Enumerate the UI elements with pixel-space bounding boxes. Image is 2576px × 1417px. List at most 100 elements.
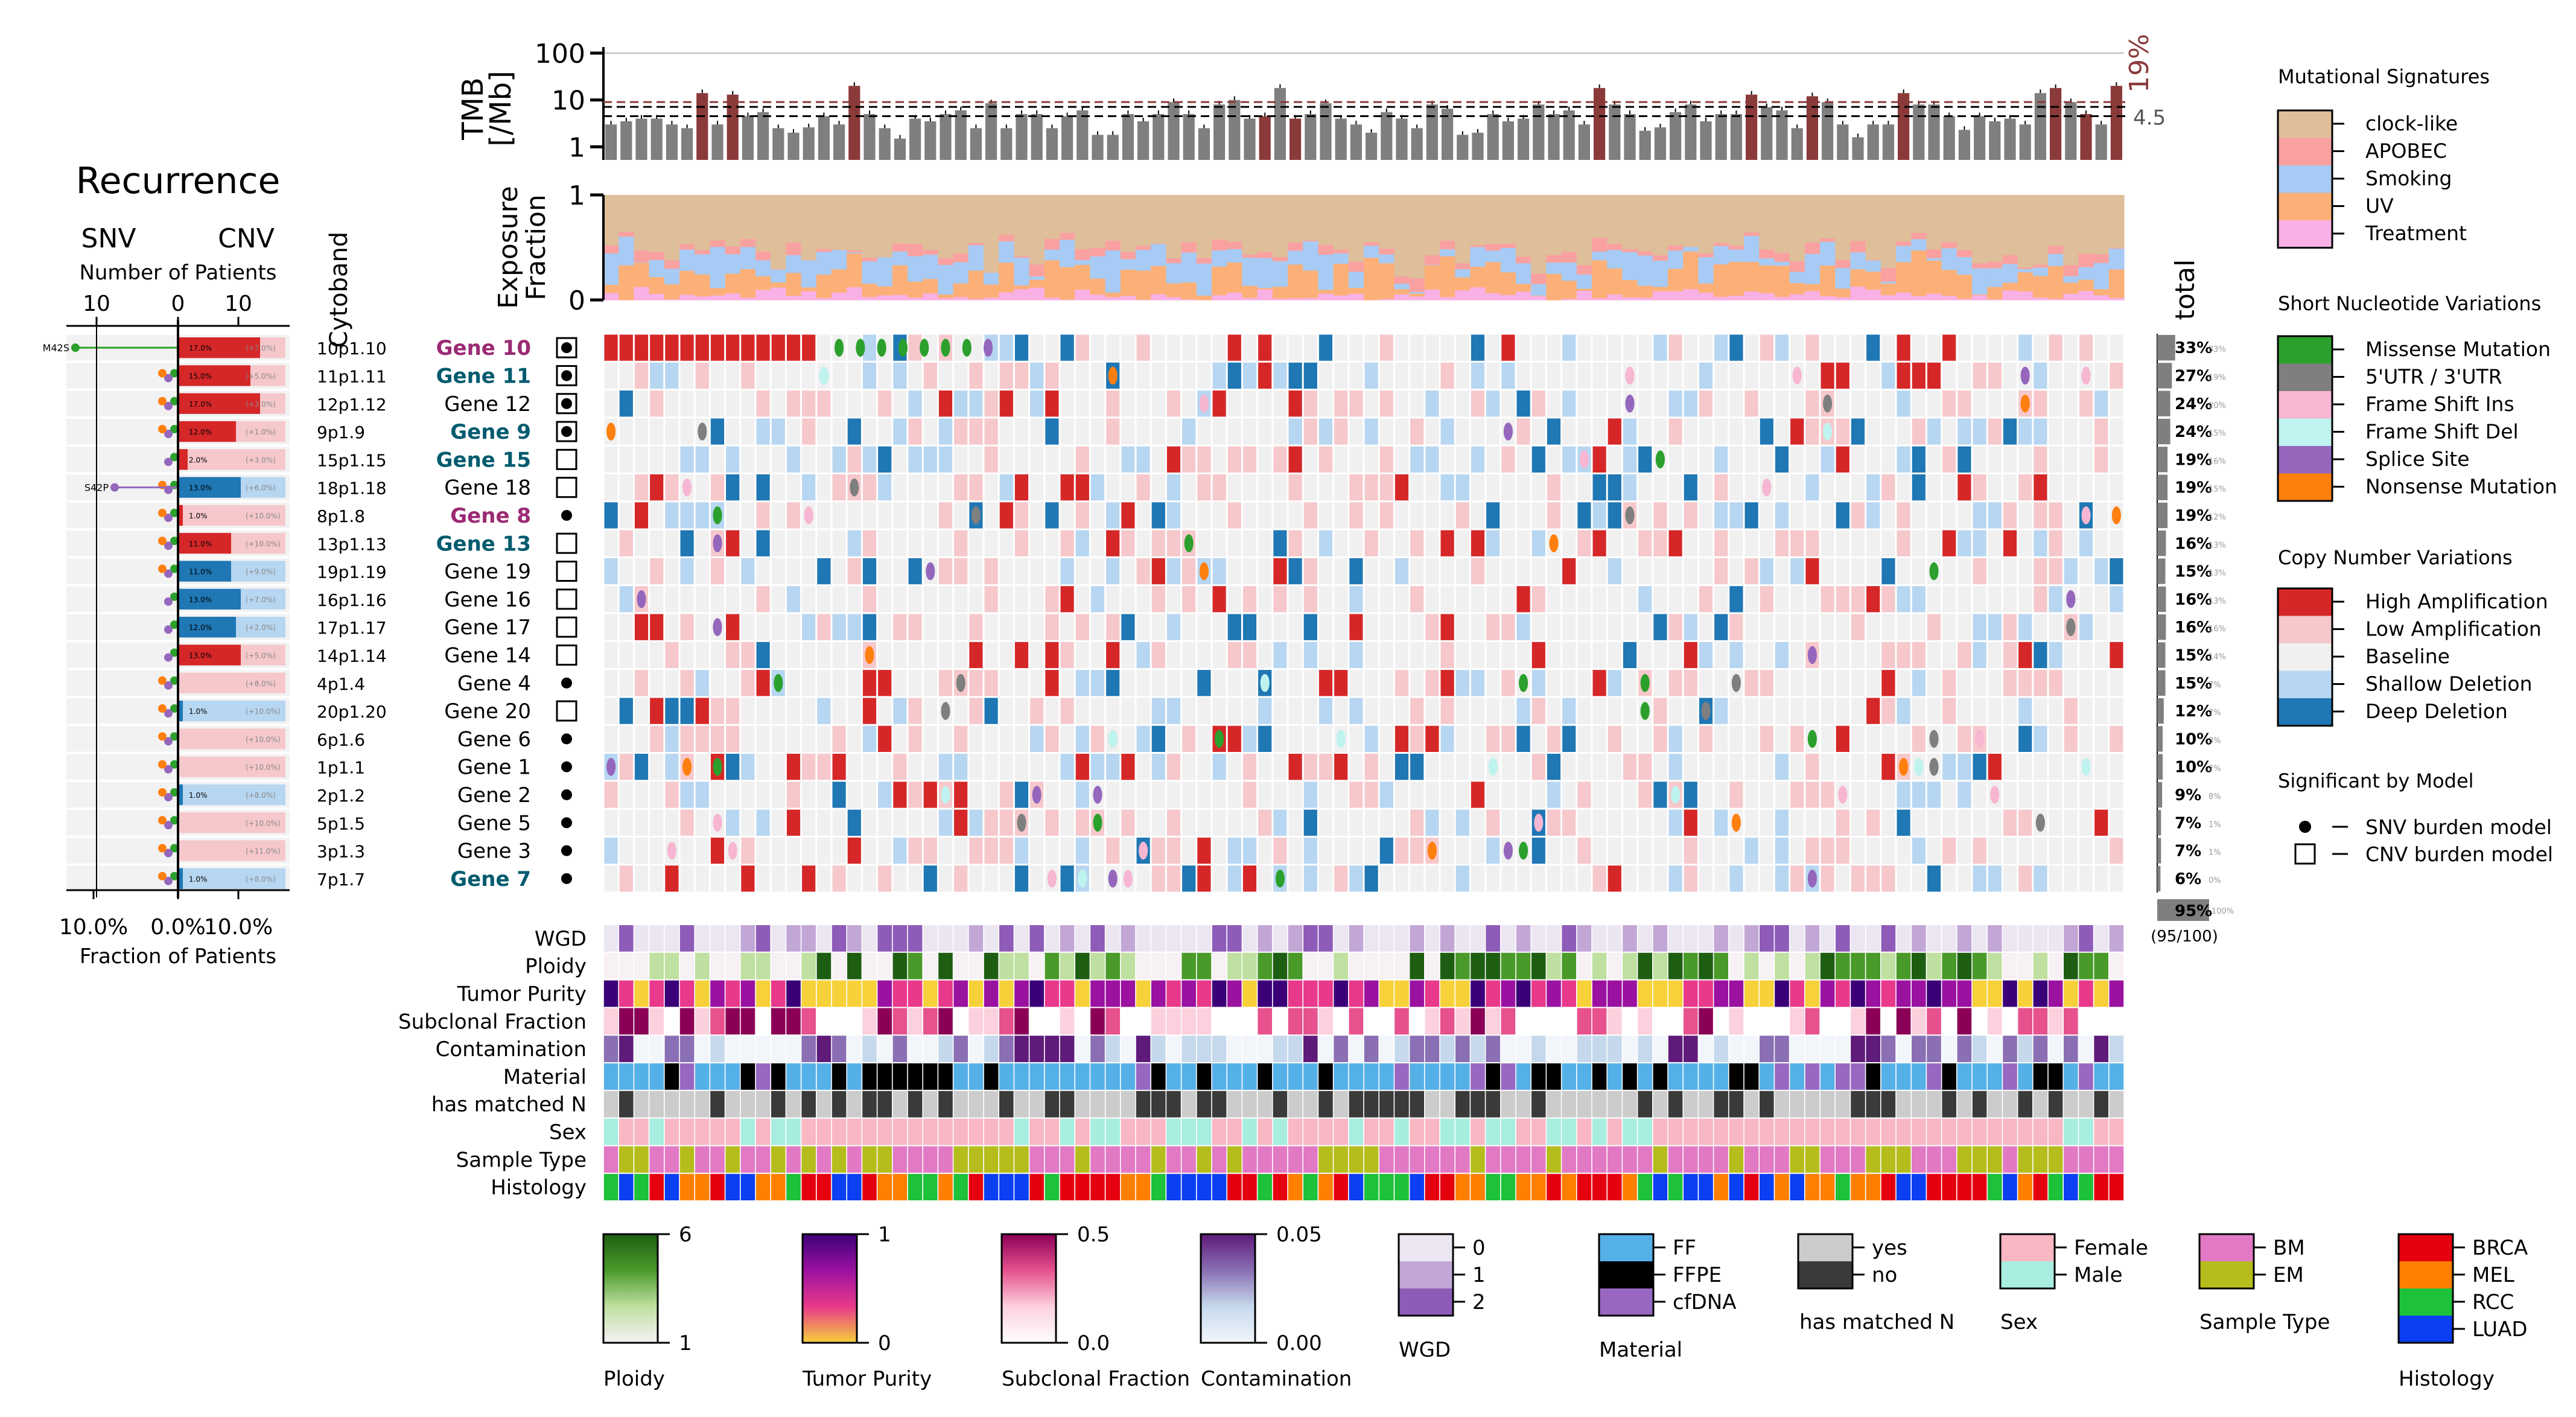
cnv-cell	[1988, 586, 2002, 613]
cnv-cell	[1334, 586, 1348, 613]
cnv-cell	[1897, 362, 1910, 389]
tmb-median-label: 4.5	[2133, 106, 2166, 130]
cnv-cell	[893, 754, 907, 780]
cnv-cell	[1227, 754, 1241, 780]
track-cell	[1136, 925, 1151, 952]
legend-frame	[2397, 1233, 2454, 1344]
cnv-cell	[1303, 642, 1317, 669]
track-cell	[1638, 1146, 1652, 1173]
cnv-cell	[1395, 865, 1409, 892]
track-cell	[679, 1146, 695, 1173]
track-cell	[1714, 925, 1728, 952]
cnv-cell	[1486, 530, 1500, 556]
track-cell	[649, 1008, 664, 1035]
track-cell	[1136, 1008, 1151, 1035]
cnv-cell	[1973, 558, 1986, 585]
cnv-cell	[1729, 474, 1743, 501]
track-cell	[1501, 1036, 1516, 1062]
cnv-cell	[619, 334, 633, 361]
track-cell	[725, 1118, 740, 1145]
exposure-segment	[1105, 250, 1121, 293]
cnv-cell	[2079, 865, 2093, 892]
track-cell	[1486, 1036, 1500, 1062]
cnv-cell	[756, 865, 770, 892]
cnv-cell	[1136, 614, 1150, 640]
track-cell	[1866, 1036, 1880, 1062]
cnv-cell	[1501, 502, 1515, 529]
track-cell	[1090, 952, 1105, 979]
snv-marker	[920, 339, 929, 357]
track-cell	[1075, 980, 1090, 1007]
track-cell	[1531, 1091, 1546, 1118]
cnv-cell	[1866, 614, 1880, 640]
cnv-cell	[1045, 754, 1059, 780]
track-cell	[1714, 980, 1728, 1007]
track-cell	[1562, 1063, 1576, 1090]
cytoband-label: 6p1.6	[317, 730, 365, 750]
cnv-cell	[695, 390, 709, 417]
cnv-cell	[923, 446, 937, 473]
cnv-cell	[1790, 502, 1804, 529]
snv-marker	[835, 339, 844, 357]
cnv-cell	[1668, 837, 1682, 864]
gene-label: Gene 4	[457, 672, 531, 696]
cnv-cell	[1455, 837, 1469, 864]
track-cell	[1957, 1174, 1972, 1200]
cnv-cell	[1136, 502, 1150, 529]
cnv-cell	[817, 809, 831, 836]
cnv-cell	[1136, 698, 1150, 724]
cnv-cell	[1592, 782, 1606, 808]
cnv-cell	[1623, 474, 1637, 501]
track-cell	[1805, 952, 1820, 979]
cnv-cell	[650, 362, 664, 389]
exposure-segment	[832, 269, 847, 293]
cnv-cell	[1714, 614, 1728, 640]
track-cell	[755, 1063, 771, 1090]
track-cell	[1121, 1091, 1136, 1118]
track-cell	[2109, 1091, 2124, 1118]
tmb-bar	[1366, 132, 1378, 160]
track-cell	[1623, 1063, 1637, 1090]
cnv-cell	[680, 865, 694, 892]
cnv-cell	[2064, 390, 2078, 417]
cnv-cell	[1212, 418, 1226, 445]
cnv-cell	[756, 474, 770, 501]
exposure-segment	[2017, 195, 2034, 268]
cnv-cell	[1288, 390, 1302, 417]
cnv-cell	[847, 670, 861, 696]
cnv-cell	[2003, 725, 2017, 752]
exposure-segment	[892, 295, 908, 301]
cnv-cell	[1075, 362, 1089, 389]
track-cell	[1866, 1146, 1880, 1173]
cnv-cell	[1684, 642, 1697, 669]
track-cell	[999, 1008, 1014, 1035]
cnv-cell	[1075, 754, 1089, 780]
cnv-cell	[1531, 725, 1545, 752]
tmb-bar	[1168, 102, 1180, 160]
track-cell	[1029, 1146, 1044, 1173]
cnv-cell	[1166, 334, 1181, 361]
cnv-cell	[1486, 865, 1500, 892]
cytoband-label: 8p1.8	[317, 506, 365, 526]
track-cell	[953, 1063, 968, 1090]
cnv-cell	[2034, 334, 2047, 361]
track-cell	[1151, 1174, 1166, 1200]
cnv-cell	[1486, 334, 1500, 361]
cnv-cell	[1440, 334, 1454, 361]
track-cell	[1684, 1091, 1698, 1118]
track-cell	[1151, 1118, 1166, 1145]
cnv-cell	[1851, 782, 1865, 808]
cnv-cell	[908, 418, 922, 445]
cnv-cell	[1577, 334, 1591, 361]
cnv-cell	[1897, 642, 1910, 669]
cnv-cell	[1030, 362, 1044, 389]
cnv-cell	[1395, 474, 1409, 501]
exposure-segment	[984, 272, 999, 285]
exposure-segment	[1713, 246, 1729, 265]
track-cell	[1425, 1036, 1440, 1062]
track-cell	[1942, 925, 1956, 952]
cnv-cell	[2064, 334, 2078, 361]
cnv-cell	[710, 782, 725, 808]
track-cell	[862, 925, 877, 952]
cnv-cell	[984, 530, 998, 556]
